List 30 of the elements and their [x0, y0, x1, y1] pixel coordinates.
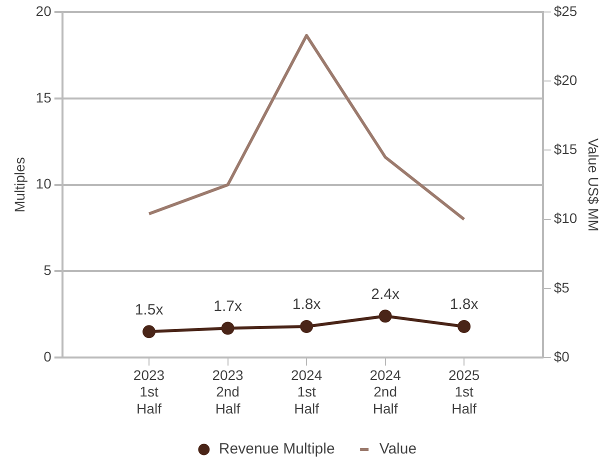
y-tick-label: 10: [36, 176, 52, 192]
data-label: 1.5x: [134, 301, 164, 318]
y-axis-title: Multiples: [11, 157, 28, 212]
y-tick-label: 0: [44, 348, 52, 364]
point: [378, 310, 392, 323]
x-tick-label: 2024 1st Half: [290, 366, 322, 416]
y2-tick-label: $15: [554, 141, 578, 158]
x-tick-label: 2023 1st Half: [133, 366, 165, 416]
data-label: 2.4x: [371, 286, 400, 303]
x-tick-label: 2023 2nd Half: [212, 366, 244, 416]
point: [300, 320, 314, 333]
legend-label: Revenue Multiple: [218, 440, 335, 458]
y-tick-label: 20: [36, 2, 52, 19]
point: [221, 322, 234, 335]
y2-tick-label: $0: [554, 348, 570, 364]
x-tick-label: 2024 2nd Half: [370, 366, 402, 416]
y-tick-label: 5: [44, 262, 52, 278]
data-label: 1.8x: [450, 296, 479, 314]
x-tick-label: 2025 1st Half: [448, 366, 480, 416]
y2-tick-label: $5: [554, 279, 570, 296]
point: [458, 320, 471, 333]
legend-label: Value: [379, 440, 417, 458]
y2-axis-title: Value US$ MM: [586, 138, 602, 232]
data-label: 1.7x: [214, 298, 242, 315]
y2-tick-label: $10: [554, 210, 578, 226]
data-label: 1.8x: [292, 296, 322, 314]
y2-tick-label: $20: [554, 72, 578, 88]
y2-tick-label: $25: [554, 2, 578, 19]
point: [142, 325, 156, 338]
y-tick-label: 15: [36, 89, 52, 106]
